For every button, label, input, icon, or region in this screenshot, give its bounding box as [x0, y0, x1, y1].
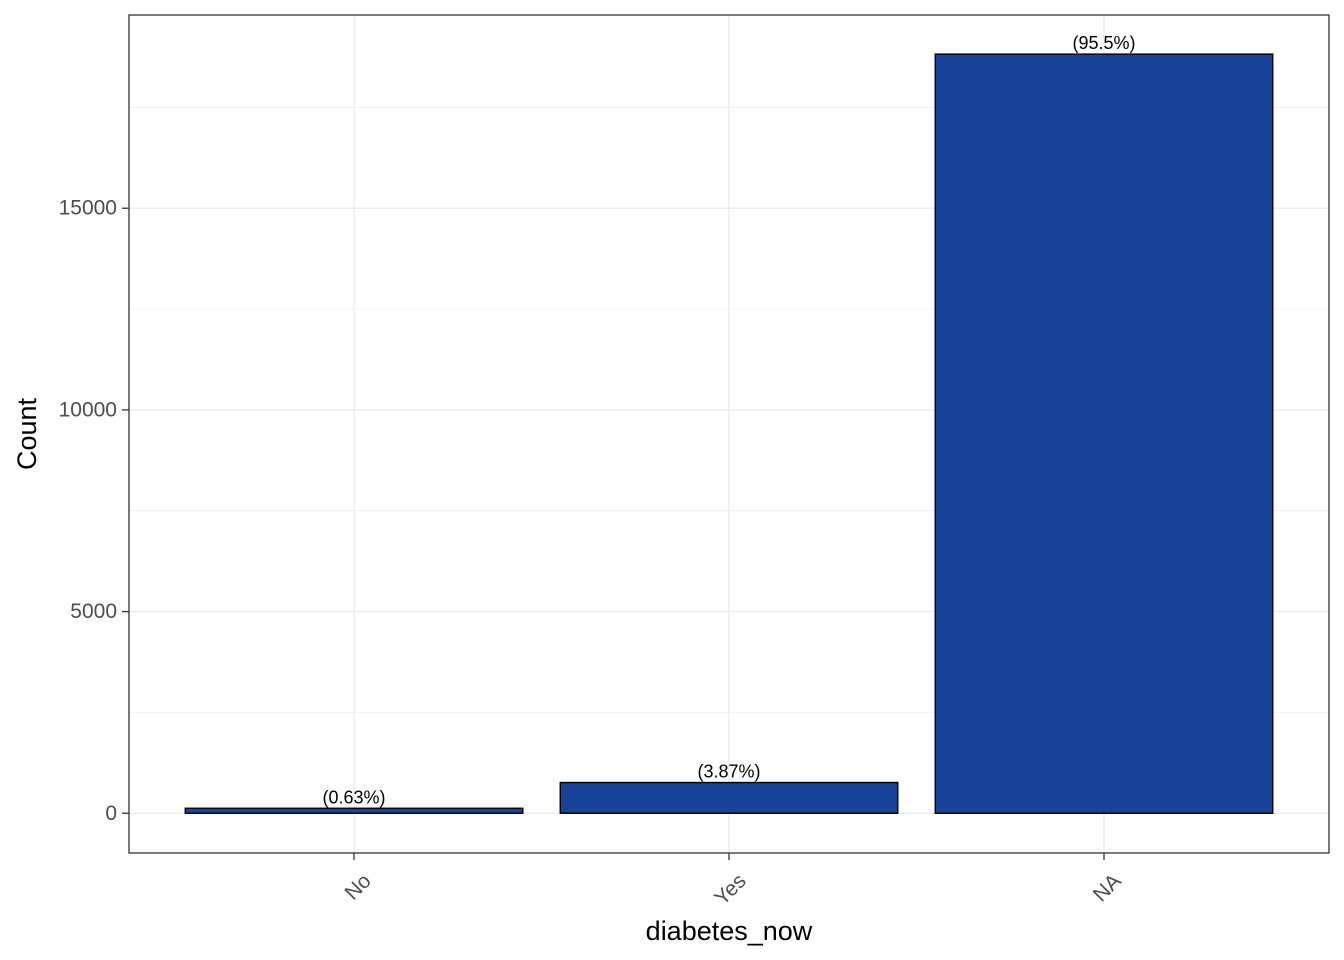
y-tick-label: 15000 [59, 197, 117, 220]
bar-data-label: (3.87%) [697, 762, 760, 782]
x-tick-label: No [340, 869, 375, 904]
bar-data-label: (95.5%) [1072, 33, 1135, 53]
y-tick-label: 0 [105, 802, 117, 825]
x-tick-label: Yes [710, 869, 750, 909]
bar [559, 781, 899, 814]
bar [184, 807, 524, 814]
bar-data-label: (0.63%) [322, 787, 385, 807]
bar [934, 53, 1274, 814]
bars [184, 53, 1274, 814]
y-axis-title: Count [12, 397, 42, 470]
x-axis-title: diabetes_now [646, 916, 813, 946]
y-tick-label: 5000 [70, 600, 117, 623]
y-tick-label: 10000 [59, 398, 117, 421]
x-axis: No Yes NA [340, 853, 1126, 910]
x-tick-label: NA [1089, 869, 1126, 906]
y-axis: 0 5000 10000 15000 [59, 197, 129, 825]
data-labels: (0.63%) (3.87%) (95.5%) [322, 33, 1135, 807]
